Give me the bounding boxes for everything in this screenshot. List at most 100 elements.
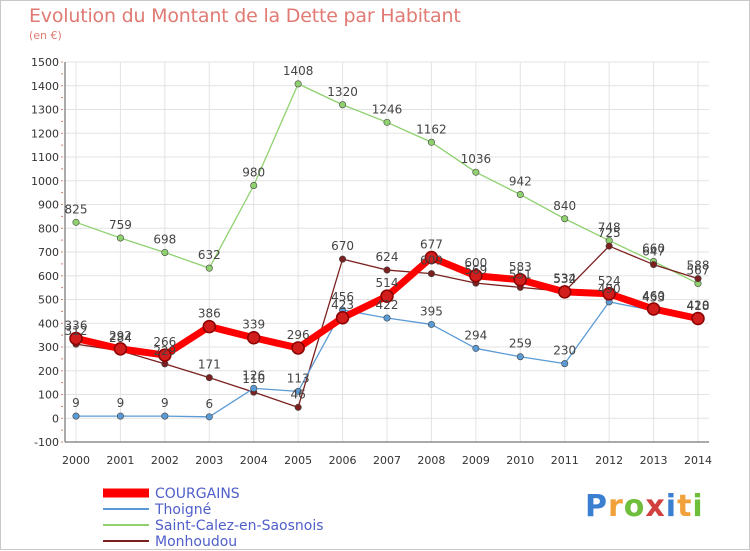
data-point <box>339 255 347 263</box>
data-label: 230 <box>553 344 576 358</box>
x-tick-label: 2001 <box>106 454 134 467</box>
data-label: 600 <box>464 256 487 270</box>
y-tick-label: 400 <box>38 317 59 330</box>
data-label: 171 <box>198 358 221 372</box>
x-tick-label: 2011 <box>551 454 579 467</box>
data-point <box>202 319 217 334</box>
data-point <box>427 138 435 146</box>
data-label: 113 <box>287 371 310 385</box>
data-point <box>113 342 128 356</box>
data-point <box>250 182 258 190</box>
x-tick-label: 2000 <box>62 454 90 467</box>
data-label: 670 <box>331 239 354 253</box>
data-label: 698 <box>153 232 176 246</box>
data-point <box>294 387 302 395</box>
data-point <box>205 374 213 382</box>
x-tick-label: 2009 <box>462 454 490 467</box>
data-point <box>72 218 80 226</box>
data-label: 514 <box>376 276 399 290</box>
data-label: 632 <box>198 248 221 262</box>
data-label: 46 <box>291 387 306 401</box>
data-label: 418 <box>687 299 710 313</box>
logo-letter: t <box>677 489 693 524</box>
axes: -100 0 100 200 300 400 500 600 700 800 900 1000 1100… <box>31 56 712 467</box>
data-point <box>691 311 705 326</box>
data-point <box>427 270 435 278</box>
x-tick-label: 2003 <box>195 454 223 467</box>
data-point <box>561 360 569 368</box>
y-tick-label: 200 <box>38 365 59 378</box>
data-point <box>158 348 172 362</box>
chart-subtitle: (en €) <box>29 29 62 42</box>
data-label: 569 <box>464 263 487 277</box>
data-label: 534 <box>553 271 576 285</box>
data-label: 1320 <box>327 85 358 99</box>
data-labels: 825 759 698 632 980 1408 1320 1246 1162 1036 942 84… <box>65 64 710 411</box>
x-tick-label: 2014 <box>684 454 712 467</box>
y-tick-label: 300 <box>38 341 59 354</box>
logo-letter: i <box>692 489 704 524</box>
data-point <box>69 331 83 346</box>
data-point <box>516 353 524 361</box>
data-point <box>383 314 391 322</box>
data-label: 1036 <box>461 152 492 166</box>
data-label: 229 <box>153 344 176 358</box>
data-label: 677 <box>420 237 443 251</box>
y-tick-label: -100 <box>34 436 59 449</box>
data-point <box>472 344 480 352</box>
y-tick-label: 600 <box>38 270 59 283</box>
data-label: 567 <box>687 264 710 278</box>
data-label: 588 <box>687 259 710 273</box>
data-point <box>116 234 124 242</box>
data-point <box>246 330 261 345</box>
data-label: 748 <box>598 221 621 235</box>
data-label: 942 <box>509 175 532 189</box>
data-label: 422 <box>376 298 399 312</box>
data-point <box>427 320 435 328</box>
x-tick-label: 2005 <box>284 454 312 467</box>
data-label: 460 <box>642 289 665 303</box>
data-label: 524 <box>598 274 621 288</box>
y-tick-label: 1100 <box>31 151 59 164</box>
y-tick-label: 700 <box>38 246 59 259</box>
data-label: 647 <box>642 245 665 259</box>
data-point <box>250 384 258 392</box>
y-tick-label: 0 <box>52 412 59 425</box>
data-label: 292 <box>109 329 132 343</box>
data-point <box>646 302 661 316</box>
data-label: 1246 <box>372 102 403 116</box>
data-label: 624 <box>376 250 399 264</box>
data-point <box>339 101 347 109</box>
data-point <box>469 269 483 283</box>
proxiti-logo: Proxiti <box>585 489 704 524</box>
data-label: 453 <box>642 291 665 305</box>
data-label: 395 <box>420 304 443 318</box>
chart-title: Evolution du Montant de la Dette par Hab… <box>29 5 461 27</box>
data-label: 583 <box>509 260 532 274</box>
legend: COURGAINSThoignéSaint-Calez-en-SaosnoisM… <box>103 486 324 550</box>
data-label: 660 <box>642 242 665 256</box>
data-label: 980 <box>242 166 265 180</box>
x-tick-label: 2004 <box>240 454 268 467</box>
data-label: 312 <box>65 324 88 338</box>
series-layer <box>69 80 705 421</box>
data-point <box>424 250 439 265</box>
y-tick-label: 1000 <box>31 175 59 188</box>
data-label: 825 <box>65 202 88 216</box>
data-label: 6 <box>205 397 213 411</box>
legend-label-2: Saint-Calez-en-Saosnois <box>155 518 324 534</box>
y-tick-label: 800 <box>38 222 59 235</box>
legend-label-0: COURGAINS <box>155 486 240 502</box>
data-point <box>557 285 572 299</box>
x-tick-label: 2010 <box>506 454 534 467</box>
data-point <box>335 311 350 325</box>
data-point <box>602 287 616 301</box>
data-label: 9 <box>72 396 80 410</box>
data-point <box>513 273 528 287</box>
data-point <box>383 118 391 126</box>
logo-letter: i <box>665 489 678 524</box>
x-tick-label: 2007 <box>373 454 401 467</box>
data-label: 126 <box>242 368 265 382</box>
data-label: 9 <box>117 396 125 410</box>
